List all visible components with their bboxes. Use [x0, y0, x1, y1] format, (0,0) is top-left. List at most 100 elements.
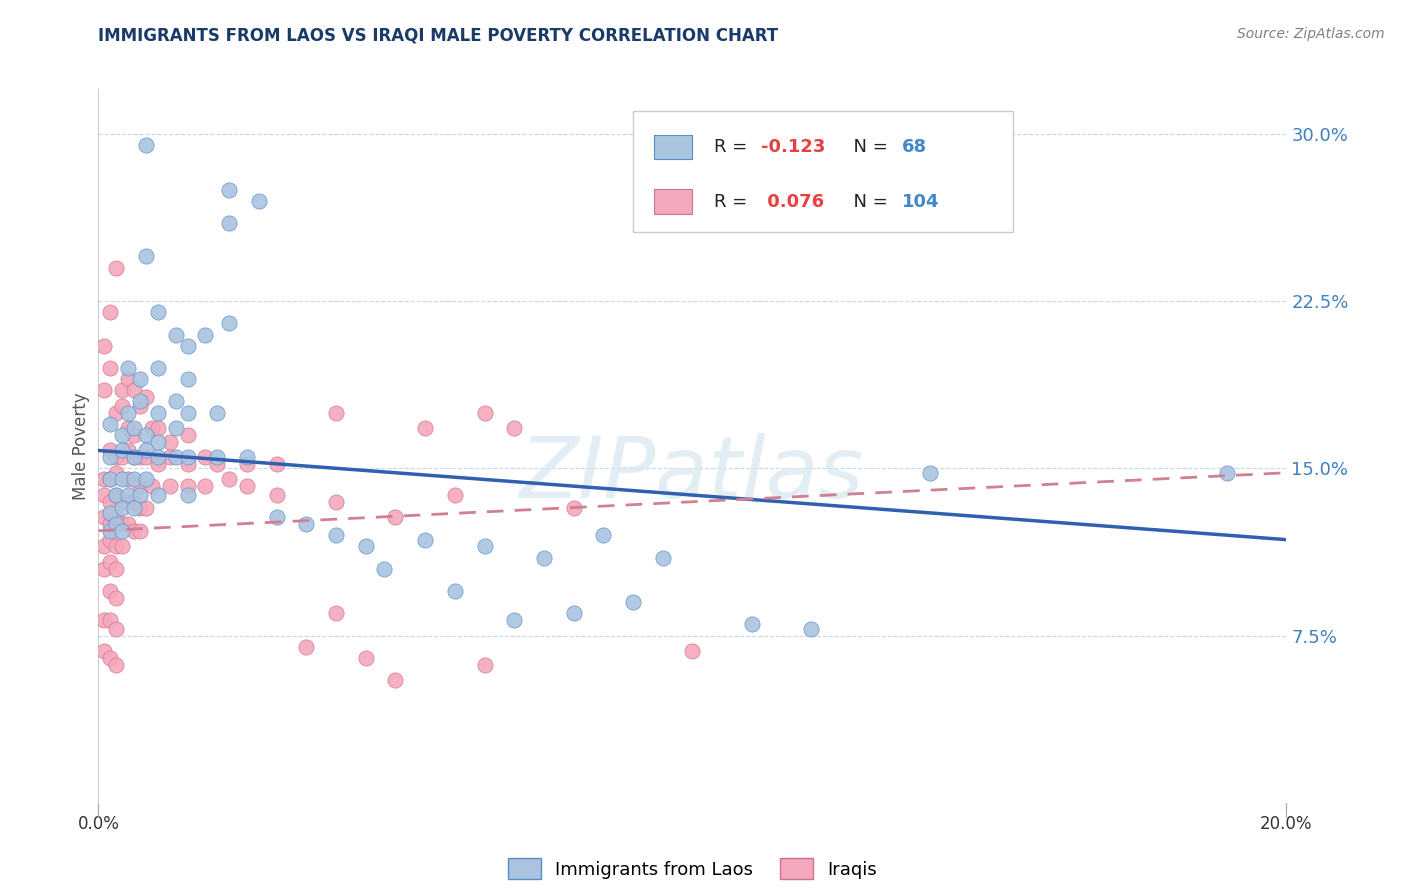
Point	[146, 360, 169, 375]
Point	[325, 405, 347, 420]
Point	[117, 421, 139, 435]
Point	[117, 443, 139, 458]
Point	[122, 427, 145, 442]
Point	[111, 450, 134, 465]
Point	[159, 450, 181, 465]
Point	[443, 583, 465, 598]
Point	[176, 427, 198, 442]
Text: 68: 68	[901, 138, 927, 156]
Point	[98, 443, 121, 458]
Point	[129, 399, 152, 413]
Point	[681, 644, 703, 658]
Point	[93, 613, 115, 627]
Point	[384, 510, 406, 524]
Point	[176, 338, 198, 352]
Point	[98, 417, 121, 431]
Point	[117, 405, 139, 420]
Point	[93, 488, 115, 502]
Point	[194, 450, 217, 465]
Point	[117, 473, 139, 487]
Point	[98, 613, 121, 627]
Point	[503, 421, 526, 435]
Point	[105, 466, 128, 480]
Point	[111, 427, 134, 442]
Point	[236, 457, 259, 471]
Point	[129, 394, 152, 409]
Point	[98, 651, 121, 665]
Point	[146, 450, 169, 465]
Point	[98, 583, 121, 598]
Text: R =: R =	[714, 138, 752, 156]
Point	[135, 473, 157, 487]
Point	[93, 644, 115, 658]
Point	[93, 510, 115, 524]
Point	[354, 651, 377, 665]
Point	[105, 591, 128, 605]
Point	[474, 405, 496, 420]
Point	[105, 260, 128, 275]
Point	[1216, 466, 1239, 480]
Point	[105, 562, 128, 576]
Y-axis label: Male Poverty: Male Poverty	[72, 392, 90, 500]
Point	[105, 488, 128, 502]
Point	[295, 640, 318, 654]
Point	[111, 539, 134, 553]
Text: N =: N =	[842, 138, 894, 156]
Point	[105, 622, 128, 636]
Point	[117, 488, 139, 502]
Point	[247, 194, 270, 208]
Point	[236, 479, 259, 493]
FancyBboxPatch shape	[654, 189, 692, 214]
Point	[105, 517, 128, 532]
Point	[176, 405, 198, 420]
Point	[218, 317, 240, 331]
Point	[111, 524, 134, 538]
Point	[236, 450, 259, 465]
Point	[111, 494, 134, 508]
Point	[98, 524, 121, 538]
Point	[800, 622, 823, 636]
Point	[325, 607, 347, 621]
Point	[159, 434, 181, 449]
Point	[117, 372, 139, 386]
Point	[105, 488, 128, 502]
FancyBboxPatch shape	[654, 135, 692, 160]
Point	[98, 494, 121, 508]
Point	[159, 479, 181, 493]
Point	[117, 360, 139, 375]
Text: Source: ZipAtlas.com: Source: ZipAtlas.com	[1237, 27, 1385, 41]
Point	[135, 427, 157, 442]
Point	[141, 421, 163, 435]
Point	[218, 182, 240, 196]
Point	[98, 450, 121, 465]
Legend: Immigrants from Laos, Iraqis: Immigrants from Laos, Iraqis	[501, 851, 884, 887]
Point	[105, 539, 128, 553]
Point	[474, 539, 496, 553]
Point	[129, 450, 152, 465]
Point	[122, 421, 145, 435]
Point	[93, 539, 115, 553]
Point	[146, 488, 169, 502]
Text: R =: R =	[714, 193, 752, 211]
Point	[373, 562, 395, 576]
Point	[266, 488, 288, 502]
Point	[135, 450, 157, 465]
Point	[98, 506, 121, 520]
Point	[205, 450, 228, 465]
Point	[93, 562, 115, 576]
Point	[295, 517, 318, 532]
Point	[503, 613, 526, 627]
Point	[176, 479, 198, 493]
Point	[105, 405, 128, 420]
Point	[176, 372, 198, 386]
Point	[325, 528, 347, 542]
Point	[218, 216, 240, 230]
Text: -0.123: -0.123	[762, 138, 825, 156]
Point	[98, 533, 121, 547]
Point	[165, 421, 187, 435]
Point	[98, 305, 121, 319]
Point	[920, 466, 942, 480]
Point	[176, 450, 198, 465]
Point	[111, 384, 134, 398]
Point	[98, 360, 121, 375]
